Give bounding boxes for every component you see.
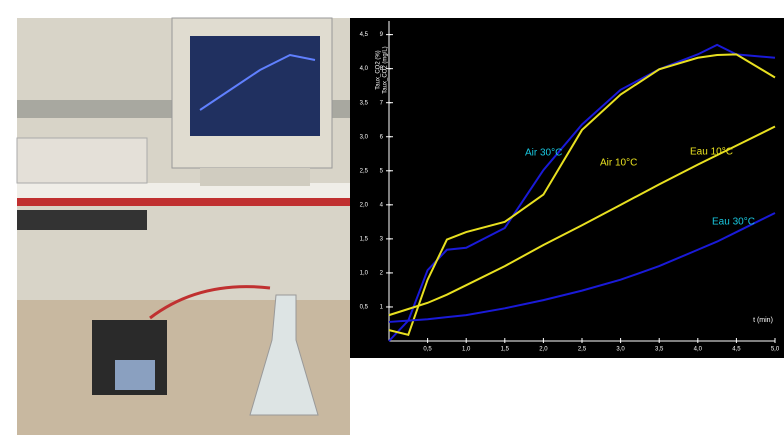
series-label: Air 30°C	[525, 148, 562, 159]
y2-tick-label: 8	[380, 66, 384, 72]
y2-tick-label: 3	[380, 236, 384, 242]
x-axis-title: t (min)	[753, 317, 773, 324]
y2-axis-title: Taux_CO2 (mg/L)	[383, 46, 389, 93]
keyboard	[17, 210, 147, 230]
x-tick-label: 1,0	[462, 347, 471, 353]
y-tick-label: 0,5	[360, 305, 369, 311]
x-tick-label: 5,0	[771, 347, 780, 353]
series-label: Eau 30°C	[712, 217, 755, 228]
y-tick-label: 1,5	[360, 236, 369, 242]
device-panel	[115, 360, 155, 390]
y-tick-label: 1,0	[360, 270, 369, 276]
x-tick-label: 2,5	[578, 347, 587, 353]
series-label: Air 10°C	[600, 158, 637, 169]
plot-background	[350, 18, 784, 358]
monitor-base	[200, 168, 310, 186]
x-tick-label: 3,5	[655, 347, 664, 353]
y-tick-label: 4,0	[360, 66, 369, 72]
y2-tick-label: 2	[380, 270, 384, 276]
y2-tick-label: 5	[380, 168, 384, 174]
series-line	[388, 53, 776, 337]
series-line	[388, 125, 776, 317]
series-line	[388, 43, 776, 342]
flask	[249, 294, 319, 416]
computer	[16, 137, 148, 184]
y2-tick-label: 9	[380, 32, 384, 38]
x-tick-label: 2,0	[539, 347, 548, 353]
y-tick-label: 2,0	[360, 202, 369, 208]
y-tick-label: 2,5	[360, 168, 369, 174]
series-line	[388, 212, 776, 323]
x-tick-label: 0,5	[423, 347, 432, 353]
tube	[149, 285, 271, 320]
x-tick-label: 4,5	[732, 347, 741, 353]
series-label: Eau 10°C	[690, 147, 733, 158]
y-tick-label: 4,5	[360, 32, 369, 38]
y2-tick-label: 4	[380, 202, 384, 208]
chart: Taux_CO2 (%) Taux_CO2 (mg/L) t (min) 0,5…	[360, 21, 780, 353]
shelf-edge	[17, 198, 350, 206]
lab-photo	[16, 17, 350, 435]
y2-tick-label: 1	[380, 305, 384, 311]
x-tick-label: 1,5	[501, 347, 510, 353]
x-tick-label: 4,0	[694, 347, 703, 353]
monitor-screen	[190, 36, 320, 136]
screen-curve	[199, 53, 316, 111]
x-tick-label: 3,0	[616, 347, 625, 353]
y2-tick-label: 6	[380, 134, 384, 140]
y-axis-title: Taux_CO2 (%)	[376, 50, 382, 89]
y2-tick-label: 7	[380, 100, 384, 106]
y-tick-label: 3,5	[360, 100, 369, 106]
y-tick-label: 3,0	[360, 134, 369, 140]
